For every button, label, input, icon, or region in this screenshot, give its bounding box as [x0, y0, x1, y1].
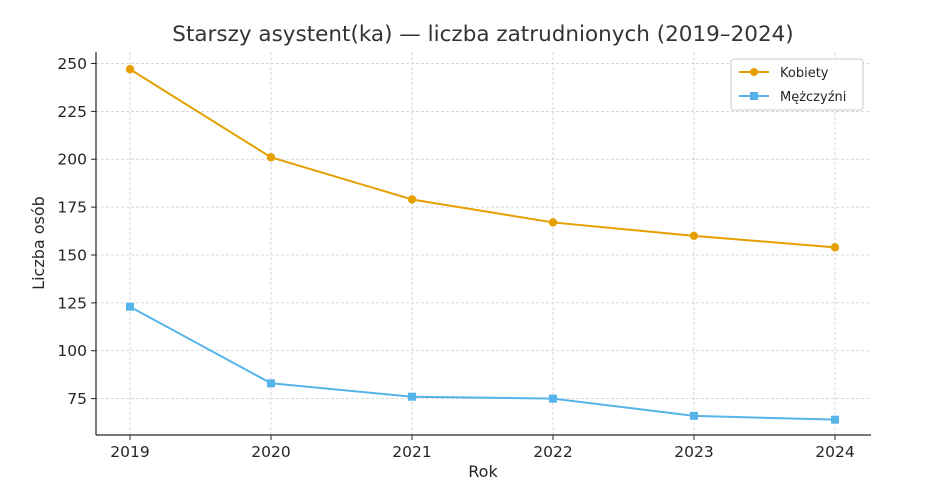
data-point: [548, 218, 558, 227]
legend-label-mezczyzni: Mężczyźni: [780, 90, 846, 105]
legend-label-kobiety: Kobiety: [780, 66, 829, 81]
x-tick-label: 2022: [533, 443, 572, 461]
series-group: [125, 65, 840, 424]
y-tick-label: 250: [57, 55, 87, 73]
data-point: [266, 153, 276, 162]
data-point: [690, 411, 698, 420]
y-tick-label: 225: [57, 103, 87, 121]
y-tick-label: 200: [57, 151, 87, 169]
legend-marker-kobiety: [750, 68, 758, 76]
data-point: [830, 243, 840, 252]
y-tick-label: 125: [57, 294, 87, 312]
data-point: [267, 379, 275, 388]
legend-marker-mezczyzni: [750, 92, 758, 100]
y-tick-label: 75: [67, 390, 87, 408]
data-point: [549, 394, 557, 403]
data-point: [408, 392, 416, 401]
x-tick-label: 2023: [674, 443, 713, 461]
y-tick-label: 150: [57, 246, 87, 264]
x-tick-label: 2021: [392, 443, 431, 461]
axes: [95, 52, 871, 436]
data-point: [125, 65, 135, 74]
series-line-kobiety: [129, 68, 836, 249]
y-tick-label: 175: [57, 199, 87, 217]
x-axis-label: Rok: [468, 462, 498, 481]
x-ticks: 2019 2020 2021 2022 2023 2024: [110, 435, 855, 461]
legend: Kobiety Mężczyźni: [730, 58, 864, 111]
x-tick-label: 2020: [251, 443, 290, 461]
chart-title: Starszy asystent(ka) — liczba zatrudnion…: [172, 22, 793, 47]
series-line-mezczyzni: [129, 305, 836, 421]
x-tick-label: 2024: [815, 443, 854, 461]
y-ticks: 75 100 125 150 175 200 225 250: [57, 55, 96, 408]
y-tick-label: 100: [57, 342, 87, 360]
data-point: [831, 415, 839, 424]
data-point: [689, 231, 699, 241]
x-tick-label: 2019: [110, 443, 149, 461]
data-point: [407, 195, 417, 204]
y-axis-label: Liczba osób: [29, 196, 48, 290]
data-point: [126, 302, 134, 311]
